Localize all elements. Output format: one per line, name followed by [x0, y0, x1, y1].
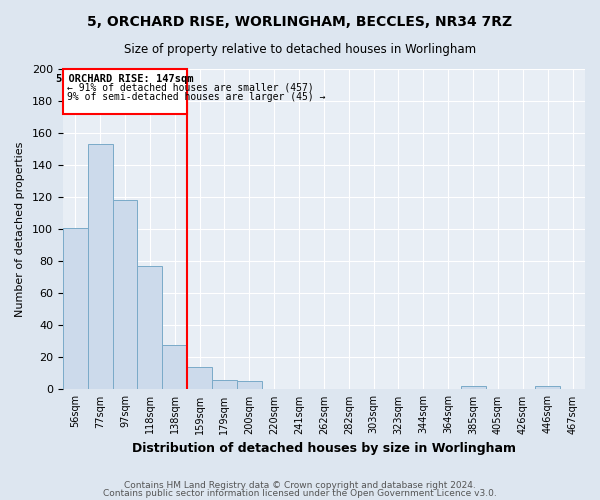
- Text: Size of property relative to detached houses in Worlingham: Size of property relative to detached ho…: [124, 42, 476, 56]
- Bar: [137, 266, 162, 390]
- Bar: [187, 367, 212, 390]
- Text: ← 91% of detached houses are smaller (457): ← 91% of detached houses are smaller (45…: [67, 82, 313, 92]
- Bar: [535, 386, 560, 390]
- Text: 9% of semi-detached houses are larger (45) →: 9% of semi-detached houses are larger (4…: [67, 92, 325, 102]
- Text: 5 ORCHARD RISE: 147sqm: 5 ORCHARD RISE: 147sqm: [56, 74, 194, 84]
- Bar: [63, 69, 187, 114]
- Text: 5, ORCHARD RISE, WORLINGHAM, BECCLES, NR34 7RZ: 5, ORCHARD RISE, WORLINGHAM, BECCLES, NR…: [88, 15, 512, 29]
- Bar: [212, 380, 237, 390]
- Bar: [237, 382, 262, 390]
- Bar: [461, 386, 485, 390]
- Bar: [162, 344, 187, 390]
- Y-axis label: Number of detached properties: Number of detached properties: [15, 142, 25, 317]
- Bar: [88, 144, 113, 390]
- X-axis label: Distribution of detached houses by size in Worlingham: Distribution of detached houses by size …: [132, 442, 516, 455]
- Bar: [63, 228, 88, 390]
- Bar: [113, 200, 137, 390]
- Text: Contains public sector information licensed under the Open Government Licence v3: Contains public sector information licen…: [103, 489, 497, 498]
- Text: Contains HM Land Registry data © Crown copyright and database right 2024.: Contains HM Land Registry data © Crown c…: [124, 480, 476, 490]
